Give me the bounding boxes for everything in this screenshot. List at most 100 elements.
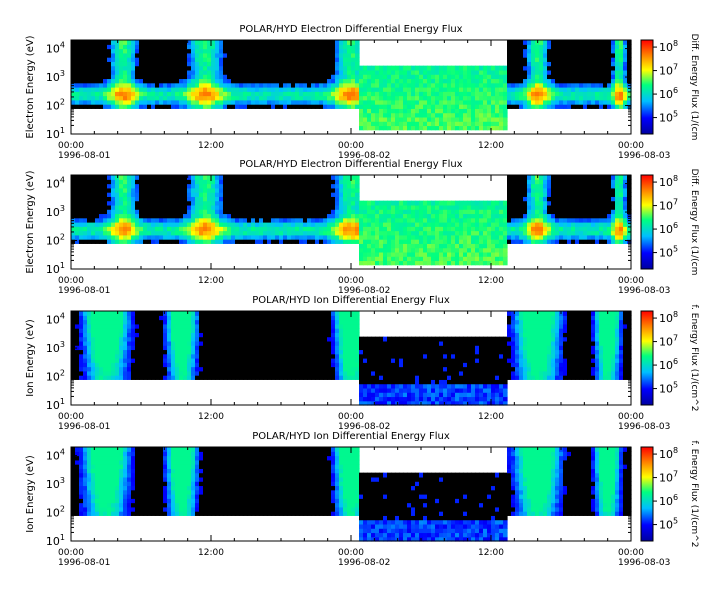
heatmap-cell (355, 187, 360, 193)
heatmap-cell (331, 234, 336, 240)
heatmap-cell (259, 104, 264, 109)
heatmap-cell (147, 311, 152, 316)
heatmap-cell (579, 222, 584, 227)
heatmap-cell (203, 57, 208, 62)
heatmap-cell (187, 187, 192, 193)
heatmap-cell (191, 74, 196, 80)
heatmap-cell (463, 121, 468, 127)
heatmap-cell (407, 260, 412, 266)
heatmap-cell (587, 82, 592, 88)
heatmap-cell (115, 230, 120, 236)
heatmap-cell (291, 175, 296, 180)
heatmap-cell (519, 52, 524, 58)
heatmap-cell (231, 57, 236, 62)
heatmap-cell (119, 349, 124, 355)
heatmap-cell (135, 328, 140, 333)
heatmap-cell (439, 247, 444, 253)
heatmap-cell (187, 87, 192, 92)
heatmap-cell (191, 95, 196, 101)
heatmap-cell (495, 204, 500, 210)
heatmap-cell (95, 370, 100, 376)
heatmap-cell (291, 226, 296, 232)
heatmap-cell (615, 187, 620, 193)
heatmap-cell (107, 323, 112, 329)
heatmap-cell (527, 87, 532, 92)
heatmap-cell (403, 87, 408, 92)
heatmap-cell (579, 52, 584, 58)
heatmap-cell (467, 200, 472, 206)
heatmap-cell (235, 61, 240, 67)
heatmap-cell (123, 78, 128, 84)
heatmap-cell (239, 213, 244, 219)
heatmap-cell (319, 74, 324, 80)
heatmap-cell (75, 40, 80, 45)
heatmap-cell (495, 209, 500, 215)
heatmap-cell (215, 196, 220, 202)
heatmap-cell (543, 104, 548, 109)
heatmap-cell (323, 192, 328, 197)
heatmap-cell (155, 183, 160, 189)
heatmap-cell (119, 78, 124, 84)
heatmap-cell (547, 65, 552, 71)
heatmap-cell (323, 222, 328, 227)
heatmap-cell (255, 239, 260, 244)
heatmap-cell (395, 95, 400, 101)
heatmap-cell (383, 108, 388, 114)
heatmap-cell (191, 234, 196, 240)
heatmap-cell (191, 209, 196, 215)
heatmap-cell (91, 179, 96, 185)
heatmap-cell (135, 213, 140, 219)
heatmap-cell (623, 61, 628, 67)
heatmap-cell (207, 213, 212, 219)
heatmap-cell (403, 108, 408, 114)
heatmap-cell (291, 239, 296, 244)
heatmap-cell (519, 175, 524, 180)
heatmap-cell (163, 61, 168, 67)
heatmap-cell (407, 104, 412, 109)
heatmap-cell (263, 183, 268, 189)
heatmap-cell (127, 78, 132, 84)
heatmap-cell (227, 187, 232, 193)
heatmap-cell (355, 69, 360, 75)
heatmap-cell (503, 260, 508, 266)
heatmap-cell (143, 74, 148, 80)
heatmap-cell (243, 204, 248, 210)
heatmap-cell (211, 61, 216, 67)
heatmap-cell (555, 179, 560, 185)
heatmap-cell (463, 239, 468, 244)
heatmap-cell (595, 78, 600, 84)
heatmap-cell (299, 99, 304, 105)
heatmap-cell (483, 95, 488, 101)
heatmap-cell (115, 234, 120, 240)
heatmap-cell (71, 315, 76, 321)
heatmap-cell (195, 69, 200, 75)
heatmap-cell (627, 91, 632, 97)
heatmap-cell (171, 204, 176, 210)
heatmap-cell (235, 65, 240, 71)
heatmap-cell (387, 213, 392, 219)
heatmap-cell (435, 104, 440, 109)
heatmap-cell (95, 57, 100, 62)
heatmap-cell (287, 44, 292, 50)
heatmap-cell (419, 217, 424, 223)
heatmap-cell (571, 65, 576, 71)
heatmap-cell (175, 52, 180, 58)
heatmap-cell (159, 65, 164, 71)
heatmap-cell (563, 104, 568, 109)
heatmap-cell (227, 183, 232, 189)
heatmap-cell (399, 243, 404, 249)
heatmap-cell (183, 78, 188, 84)
heatmap-cell (623, 222, 628, 227)
heatmap-cell (235, 179, 240, 185)
heatmap-cell (319, 48, 324, 54)
heatmap-cell (223, 61, 228, 67)
heatmap-cell (295, 61, 300, 67)
heatmap-cell (199, 104, 204, 109)
heatmap-cell (499, 91, 504, 97)
heatmap-cell (143, 57, 148, 62)
heatmap-cell (107, 222, 112, 227)
heatmap-cell (459, 104, 464, 109)
heatmap-cell (99, 213, 104, 219)
heatmap-cell (271, 217, 276, 223)
heatmap-cell (287, 78, 292, 84)
